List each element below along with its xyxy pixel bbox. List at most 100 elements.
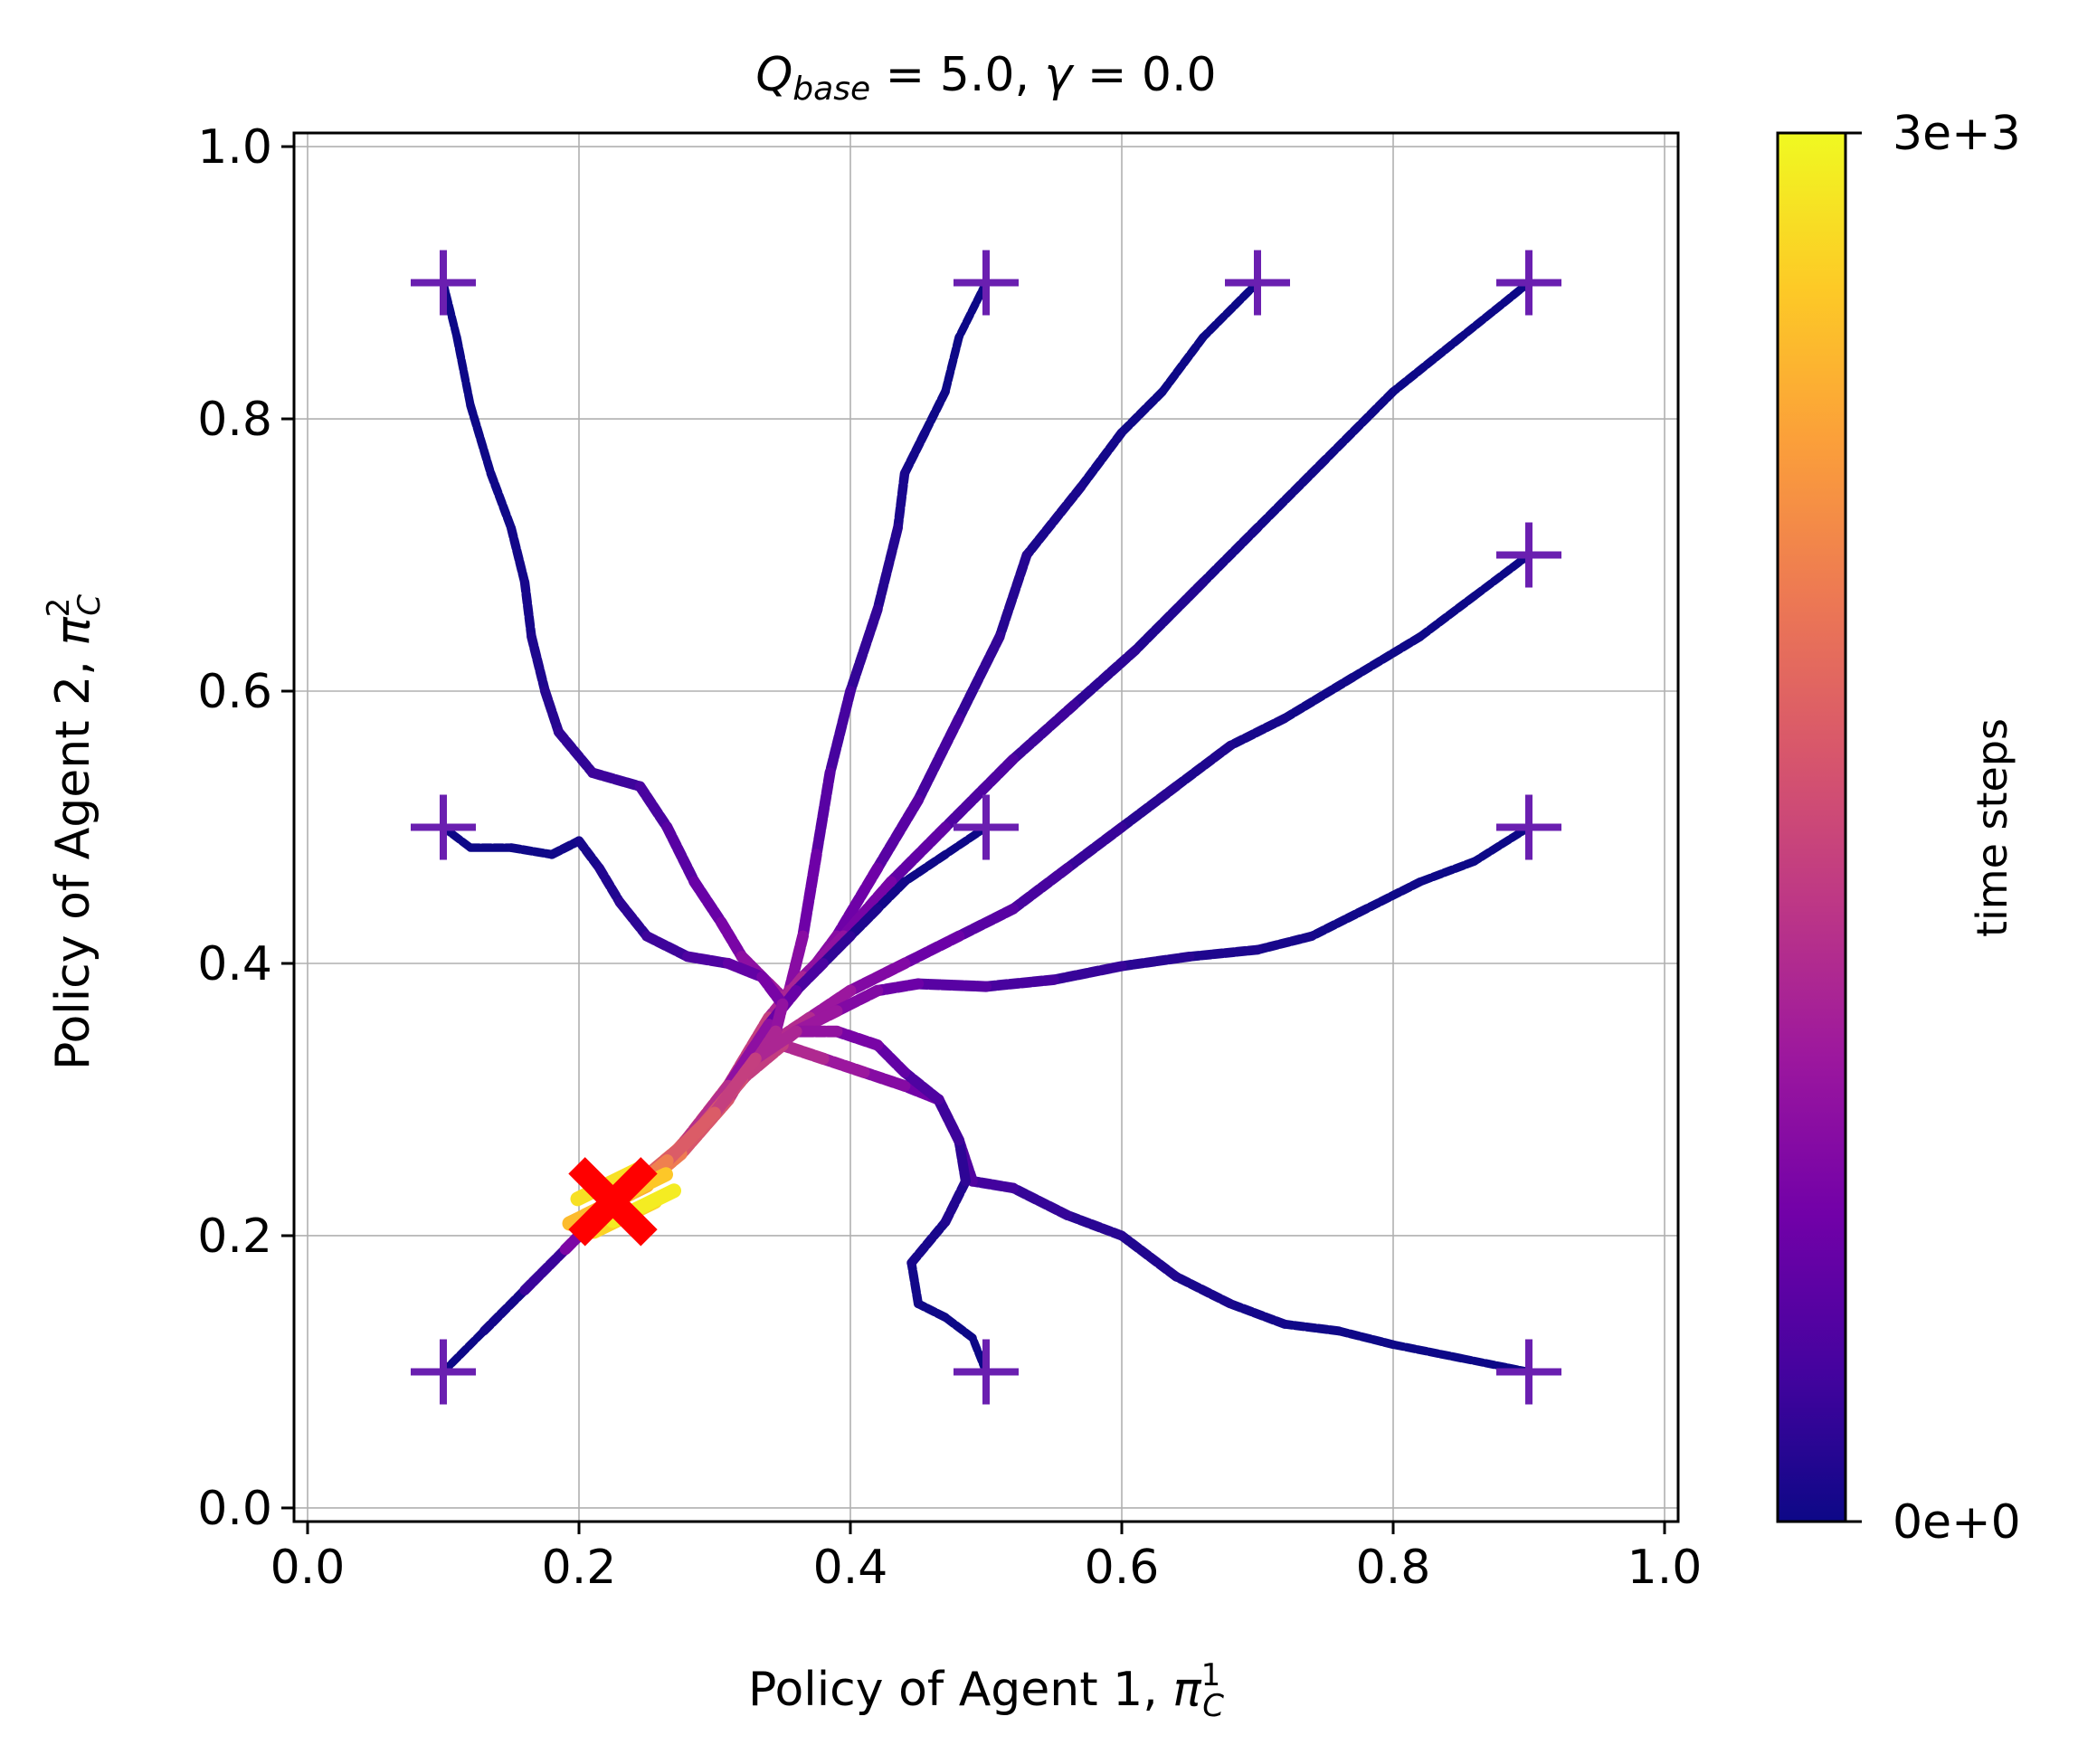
trajectory-segment [776, 1038, 830, 1065]
trajectory-segment [913, 978, 992, 992]
trajectory-segment [716, 916, 748, 963]
y-tick-label: 0.2 [197, 1209, 272, 1264]
plot-frame [292, 131, 1680, 1523]
trajectory-segment [1116, 1230, 1181, 1282]
trajectory-segment [1068, 645, 1141, 710]
trajectory-segment [824, 686, 856, 779]
trajectory-segment [981, 974, 1059, 992]
y-tick-label: 0.0 [197, 1482, 272, 1536]
trajectory-segment [893, 468, 910, 533]
trajectory-segment [506, 523, 530, 587]
trajectory-segment [1062, 821, 1127, 874]
trajectory-segment [1021, 482, 1086, 560]
start-marker [954, 250, 1019, 316]
trajectory-8 [439, 823, 789, 1209]
trajectory-segment [872, 522, 903, 615]
x-tick-label: 0.6 [1085, 1541, 1160, 1595]
trajectory-segment [1171, 1271, 1236, 1309]
trajectory-segment [1008, 1182, 1073, 1221]
trajectory-segment [486, 469, 516, 533]
x-label-prefix: Policy of Agent 1, [748, 1663, 1172, 1717]
trajectory-segment [994, 550, 1032, 642]
trajectory-segment [845, 604, 883, 697]
trajectory-segment [871, 1039, 911, 1078]
trajectory-segment [830, 862, 884, 943]
trajectory-segment [527, 631, 550, 697]
trajectory-segment [967, 1175, 1019, 1194]
y-label-prefix: Policy of Agent 2, [46, 646, 100, 1070]
trajectory-segment [803, 984, 857, 1024]
y-tick-label: 0.8 [197, 393, 272, 447]
trajectory-segment [872, 794, 924, 874]
trajectory-segment [1076, 428, 1127, 492]
trajectory-segment [519, 577, 536, 641]
trajectory-segment [1280, 1319, 1343, 1336]
trajectory-segment [1158, 333, 1208, 396]
trajectory-segment [941, 333, 963, 396]
trajectory-segment [553, 726, 598, 778]
trajectory-segment [439, 1326, 489, 1376]
title-q-subscript: base [792, 71, 870, 108]
trajectory-segment [587, 767, 646, 792]
trajectory-segment [940, 754, 1019, 833]
trajectory-segment [1321, 387, 1398, 465]
trajectory-segment [722, 957, 768, 983]
trajectory-segment [818, 931, 856, 969]
trajectory-6 [606, 823, 1533, 1209]
colorbar-min-label: 0e+0 [1893, 1495, 2021, 1550]
tick-layer: 0.0 0.2 0.4 0.6 0.8 1.0 0.0 0.2 0.4 0.6 0.8 1.0 [197, 120, 1702, 1595]
trajectory-segment [466, 401, 496, 478]
trajectory-segment [1389, 1340, 1466, 1363]
trajectory-segment [1457, 279, 1533, 342]
trajectory-segment [1225, 713, 1290, 751]
trajectory-segment [941, 823, 991, 859]
trajectory-segment [594, 863, 625, 907]
grid-layer [294, 133, 1678, 1522]
trajectory-segment [507, 843, 556, 859]
x-tick-label: 0.2 [542, 1541, 617, 1595]
trajectory-segment [1252, 455, 1331, 533]
trajectory-segment [797, 849, 822, 943]
title-gamma-symbol: γ [1045, 48, 1076, 102]
trajectory-segment [1470, 823, 1533, 866]
trajectory-segment [838, 876, 897, 943]
x-tick-label: 0.8 [1356, 1541, 1431, 1595]
trajectory-segment [914, 1299, 950, 1323]
trajectory-segment [1130, 577, 1209, 656]
trajectory-segment [1199, 279, 1262, 342]
trajectory-segment [954, 1135, 972, 1187]
trajectory-segment [1389, 333, 1466, 396]
trajectory-segment [830, 1025, 884, 1051]
trajectory-segment [872, 877, 910, 914]
trajectory-segment [900, 849, 950, 887]
trajectory-segment [920, 387, 950, 437]
y-axis-label: Policy of Agent 2, π2C [41, 594, 108, 1070]
trajectory-segment [899, 428, 930, 479]
trajectory-segment [830, 984, 884, 1017]
chart-title: Qbase = 5.0, γ = 0.0 [755, 48, 1216, 108]
title-q-value: = 5.0, [870, 48, 1044, 102]
series-layer [439, 279, 1533, 1376]
y-tick-label: 1.0 [197, 120, 272, 175]
trajectory-segment [1116, 951, 1195, 972]
trajectory-segment [479, 1285, 530, 1336]
trajectory-segment [940, 1176, 971, 1228]
trajectory-segment [1416, 857, 1479, 887]
start-marker [1225, 250, 1290, 316]
title-q-symbol: Q [755, 48, 792, 102]
trajectory-segment [1280, 672, 1357, 724]
trajectory-segment [1184, 944, 1263, 962]
trajectory-segment [933, 1094, 964, 1146]
trajectory-segment [1362, 877, 1425, 914]
trajectory-segment [452, 333, 475, 410]
start-marker [954, 794, 1019, 860]
x-tick-label: 0.0 [270, 1541, 346, 1595]
trajectory-segment [1198, 523, 1263, 587]
trajectory-segment [954, 279, 991, 342]
trajectory-segment [540, 686, 564, 737]
trajectory-segment [913, 713, 964, 806]
trajectory-segment [634, 781, 673, 833]
trajectory-segment [954, 631, 1005, 724]
y-label-symbol: π [46, 617, 100, 646]
